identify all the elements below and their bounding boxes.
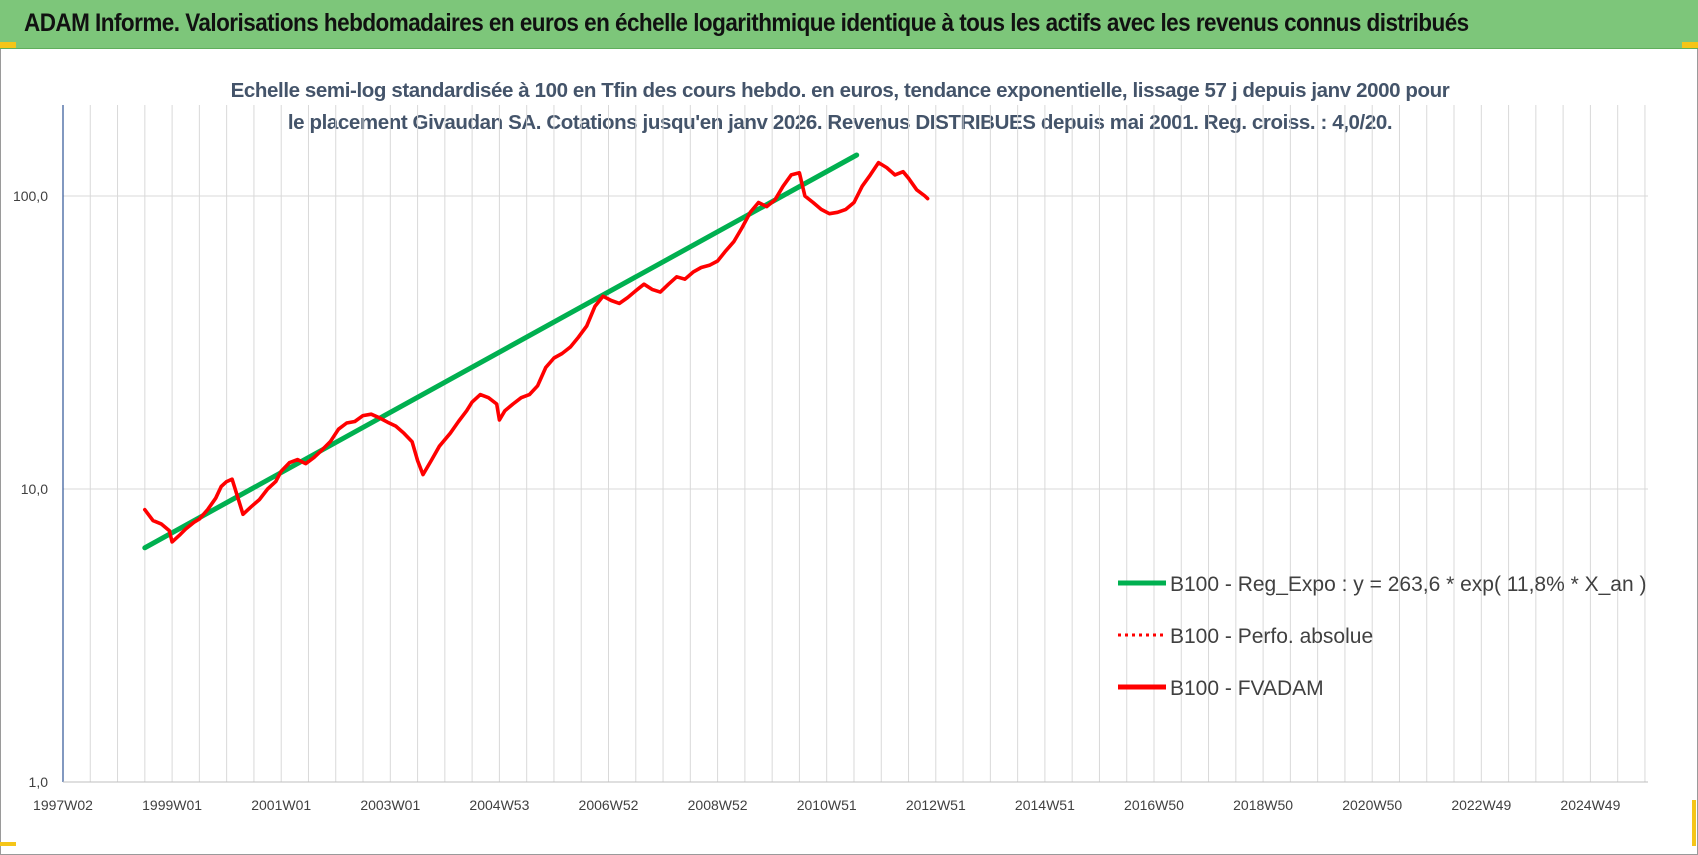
x-tick-label: 2003W01 — [360, 797, 420, 813]
corner-marker-bottom-right — [1692, 800, 1696, 846]
legend-entry-label: B100 - Perfo. absolue — [1170, 625, 1373, 648]
x-tick-label: 2012W51 — [906, 797, 966, 813]
corner-marker-bottom-left — [0, 842, 16, 846]
x-tick-label: 2001W01 — [251, 797, 311, 813]
x-tick-label: 2006W52 — [579, 797, 639, 813]
corner-marker-top-left — [0, 42, 16, 48]
x-tick-label: 1999W01 — [142, 797, 202, 813]
y-tick-label: 100,0 — [13, 188, 48, 204]
x-tick-label: 2008W52 — [688, 797, 748, 813]
legend: B100 - Reg_Expo : y = 263,6 * exp( 11,8%… — [1118, 573, 1647, 700]
x-tick-label: 1997W02 — [33, 797, 93, 813]
y-tick-label: 10,0 — [21, 481, 48, 497]
corner-marker-top-right — [1682, 42, 1698, 48]
y-tick-label: 1,0 — [29, 774, 49, 790]
series-line-reg-expo — [142, 152, 860, 551]
x-tick-label: 2004W53 — [469, 797, 529, 813]
series-line-fvadam — [143, 160, 930, 544]
x-tick-label: 2016W50 — [1124, 797, 1184, 813]
x-tick-label: 2014W51 — [1015, 797, 1075, 813]
page-title: ADAM Informe. Valorisations hebdomadaire… — [24, 9, 1469, 37]
x-tick-label: 2018W50 — [1233, 797, 1293, 813]
legend-entry-label: B100 - Reg_Expo : y = 263,6 * exp( 11,8%… — [1170, 573, 1647, 596]
x-tick-label: 2010W51 — [797, 797, 857, 813]
x-tick-label: 2022W49 — [1451, 797, 1511, 813]
axes: 1,0 10,0 100,0 1997W02 1999W01 2001W01 2003W01… — [13, 105, 1648, 813]
series-lines — [142, 152, 930, 551]
x-tick-label: 2020W50 — [1342, 797, 1402, 813]
x-tick-label: 2024W49 — [1560, 797, 1620, 813]
title-banner: ADAM Informe. Valorisations hebdomadaire… — [0, 0, 1698, 49]
grid-lines — [62, 105, 1648, 783]
chart-subtitle: Echelle semi-log standardisée à 100 en T… — [230, 79, 1450, 134]
legend-entry-label: B100 - FVADAM — [1170, 677, 1324, 700]
